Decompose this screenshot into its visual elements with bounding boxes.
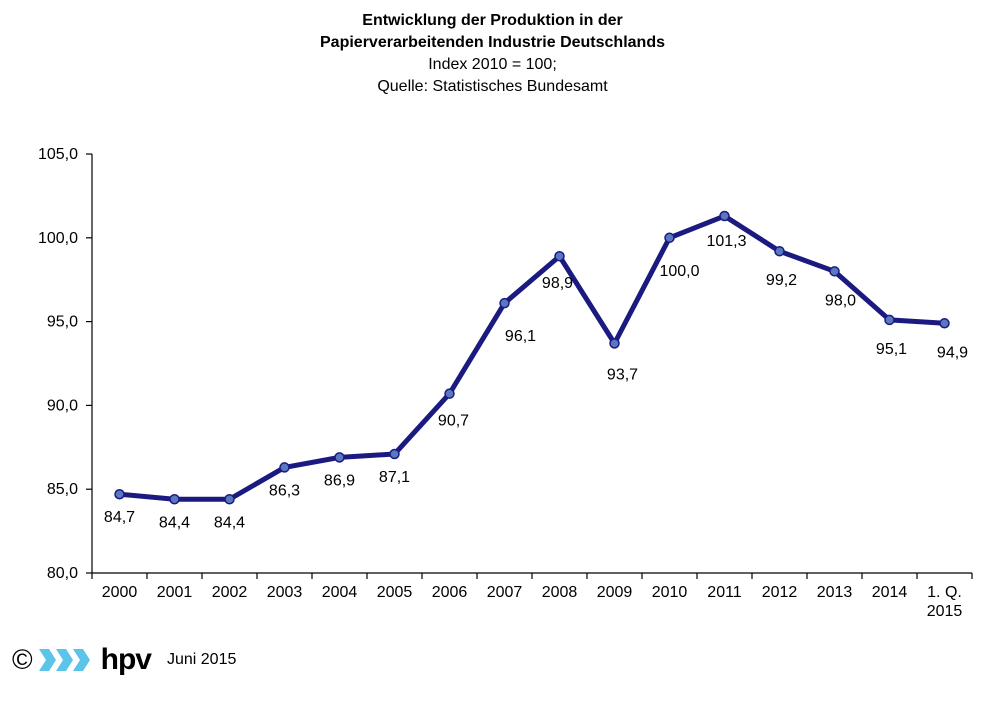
y-tick-label: 100,0 bbox=[38, 230, 78, 247]
series-line bbox=[117, 213, 947, 502]
logo-chevron bbox=[38, 649, 56, 671]
data-point bbox=[939, 318, 950, 329]
data-label: 96,1 bbox=[505, 328, 536, 345]
chart-axes: 80,0 85,0 90,0 95,0 100,0 105,0 2000 2001 2002 20… bbox=[38, 146, 973, 620]
copyright-symbol: © bbox=[12, 644, 33, 675]
y-tick-label: 105,0 bbox=[38, 146, 78, 163]
data-point bbox=[499, 297, 510, 309]
x-tick-label: 2014 bbox=[872, 584, 908, 601]
chart-source: Quelle: Statistisches Bundesamt bbox=[377, 78, 608, 95]
data-label: 84,7 bbox=[104, 509, 135, 526]
line-chart: 80,0 85,0 90,0 95,0 100,0 105,0 2000 2001 2002 20… bbox=[38, 146, 973, 620]
x-tick-label: 2009 bbox=[597, 584, 633, 601]
x-tick-label: 2015 bbox=[927, 603, 963, 620]
data-label: 100,0 bbox=[659, 263, 699, 280]
data-point bbox=[609, 338, 620, 349]
chart-title-line1: Entwicklung der Produktion in der bbox=[362, 12, 623, 29]
footer: © hpv Juni 2015 bbox=[12, 640, 236, 680]
data-point bbox=[334, 452, 345, 463]
x-tick-label: 2007 bbox=[487, 584, 523, 601]
chart-series bbox=[114, 210, 950, 505]
data-label: 86,9 bbox=[324, 472, 355, 489]
data-label: 98,9 bbox=[542, 275, 573, 292]
x-tick-label: 2010 bbox=[652, 584, 688, 601]
data-label: 98,0 bbox=[825, 292, 856, 309]
logo-chevron bbox=[55, 649, 73, 671]
x-tick-label: 2005 bbox=[377, 584, 413, 601]
data-label: 87,1 bbox=[379, 469, 410, 486]
chart-title-block: Entwicklung der Produktion in der Papier… bbox=[0, 10, 985, 98]
data-point bbox=[664, 232, 675, 244]
data-label: 95,1 bbox=[876, 341, 907, 358]
y-tick-label: 85,0 bbox=[47, 481, 78, 498]
data-point bbox=[279, 462, 290, 473]
data-label: 94,9 bbox=[937, 344, 968, 361]
x-tick-label: 2003 bbox=[267, 584, 303, 601]
data-point bbox=[719, 210, 730, 222]
x-tick-label: 2000 bbox=[102, 584, 138, 601]
data-point bbox=[829, 266, 840, 277]
data-point bbox=[169, 494, 180, 505]
data-label: 84,4 bbox=[159, 514, 190, 531]
data-point bbox=[114, 488, 125, 500]
x-tick-label: 2002 bbox=[212, 584, 248, 601]
hpv-logo-text: hpv bbox=[100, 643, 152, 676]
data-point bbox=[389, 448, 400, 460]
x-tick-label: 2008 bbox=[542, 584, 578, 601]
x-tick-label: 1. Q. bbox=[927, 584, 962, 601]
data-point bbox=[774, 245, 785, 257]
chart-subtitle: Index 2010 = 100; bbox=[428, 56, 557, 73]
y-tick-label: 80,0 bbox=[47, 565, 78, 582]
x-tick-label: 2011 bbox=[707, 584, 742, 601]
data-label: 101,3 bbox=[706, 233, 746, 250]
data-point bbox=[884, 314, 895, 326]
chart-data-labels: 84,7 84,4 84,4 86,3 86,9 87,1 90,7 96,1 98,9 93,7… bbox=[104, 233, 968, 531]
y-tick-label: 90,0 bbox=[47, 397, 78, 414]
data-label: 86,3 bbox=[269, 482, 300, 499]
data-label: 84,4 bbox=[214, 514, 245, 531]
logo-chevron bbox=[72, 649, 90, 671]
y-tick-label: 95,0 bbox=[47, 314, 78, 331]
data-label: 99,2 bbox=[766, 272, 797, 289]
x-tick-label: 2012 bbox=[762, 584, 798, 601]
data-label: 90,7 bbox=[438, 413, 469, 430]
x-tick-label: 2006 bbox=[432, 584, 468, 601]
chart-title-line2: Papierverarbeitenden Industrie Deutschla… bbox=[320, 34, 665, 51]
data-point bbox=[444, 388, 455, 399]
data-point bbox=[224, 494, 235, 505]
data-label: 93,7 bbox=[607, 366, 638, 383]
data-point bbox=[554, 250, 565, 262]
x-tick-label: 2004 bbox=[322, 584, 358, 601]
x-tick-label: 2013 bbox=[817, 584, 853, 601]
x-tick-label: 2001 bbox=[157, 584, 193, 601]
hpv-logo-icon bbox=[38, 649, 90, 671]
footer-date: Juni 2015 bbox=[166, 651, 237, 668]
